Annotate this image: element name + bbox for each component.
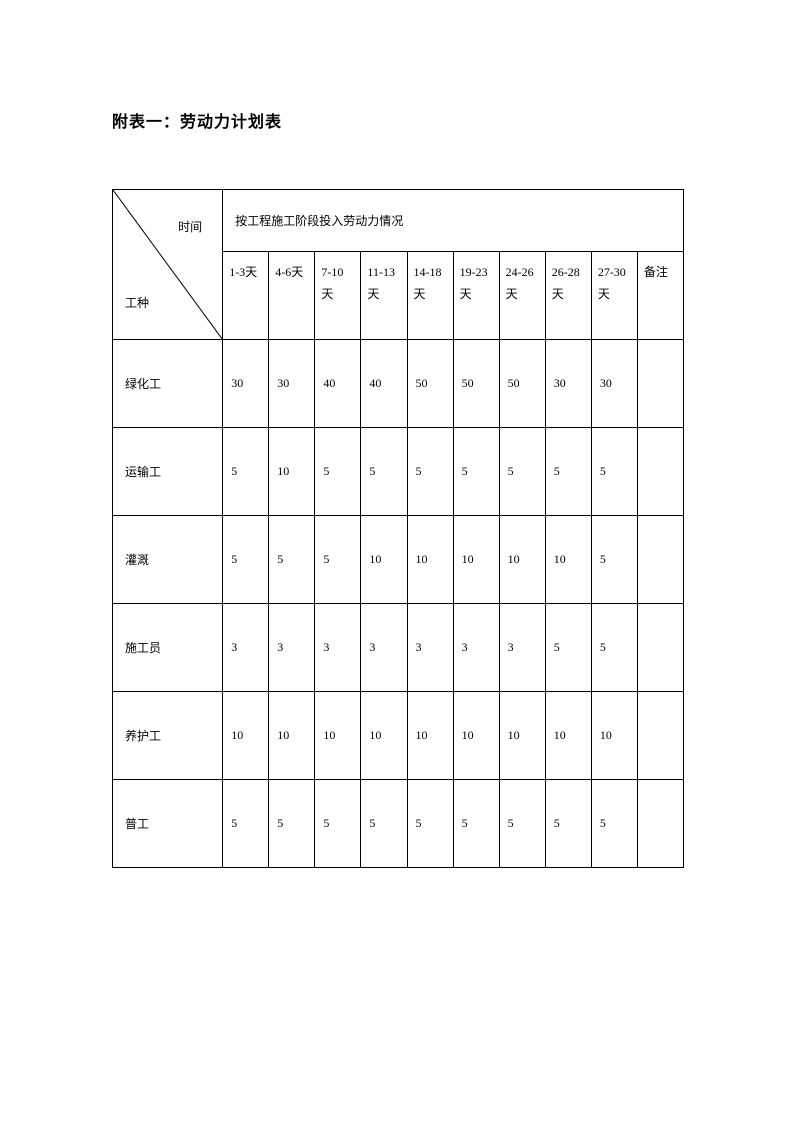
header-row-1: 时间 工种 按工程施工阶段投入劳动力情况 (113, 190, 684, 252)
diagonal-header-cell: 时间 工种 (113, 190, 223, 340)
data-cell (637, 604, 683, 692)
data-cell: 5 (499, 428, 545, 516)
data-cell: 10 (453, 516, 499, 604)
data-cell: 3 (407, 604, 453, 692)
data-cell: 5 (407, 428, 453, 516)
data-cell: 5 (499, 780, 545, 868)
data-cell: 30 (269, 340, 315, 428)
data-cell (637, 692, 683, 780)
data-cell: 10 (453, 692, 499, 780)
data-cell: 10 (407, 516, 453, 604)
data-cell: 3 (269, 604, 315, 692)
column-header: 11-13天 (361, 252, 407, 340)
data-cell: 10 (545, 692, 591, 780)
data-cell (637, 428, 683, 516)
data-cell: 10 (591, 692, 637, 780)
row-label: 养护工 (113, 692, 223, 780)
data-cell: 10 (499, 692, 545, 780)
data-cell: 5 (453, 428, 499, 516)
row-label: 普工 (113, 780, 223, 868)
data-cell: 3 (223, 604, 269, 692)
diagonal-top-label: 时间 (178, 218, 202, 235)
page-title: 附表一：劳动力计划表 (112, 108, 282, 132)
data-cell: 10 (269, 428, 315, 516)
labor-plan-table-container: 时间 工种 按工程施工阶段投入劳动力情况 1-3天4-6天7-10天11-13天… (112, 189, 684, 868)
row-label: 运输工 (113, 428, 223, 516)
data-cell: 5 (223, 516, 269, 604)
data-cell: 3 (361, 604, 407, 692)
data-cell: 5 (361, 780, 407, 868)
column-header: 备注 (637, 252, 683, 340)
data-cell: 5 (315, 428, 361, 516)
table-row: 运输工5105555555 (113, 428, 684, 516)
column-header: 7-10天 (315, 252, 361, 340)
row-label: 灌溉 (113, 516, 223, 604)
data-cell: 5 (453, 780, 499, 868)
table-row: 普工555555555 (113, 780, 684, 868)
row-label: 施工员 (113, 604, 223, 692)
data-cell: 40 (361, 340, 407, 428)
data-cell: 5 (361, 428, 407, 516)
diagonal-bottom-label: 工种 (125, 294, 149, 311)
data-cell: 5 (591, 516, 637, 604)
data-cell: 10 (499, 516, 545, 604)
data-cell (637, 516, 683, 604)
column-header: 4-6天 (269, 252, 315, 340)
data-cell: 10 (361, 516, 407, 604)
data-cell: 3 (453, 604, 499, 692)
data-cell: 10 (269, 692, 315, 780)
data-cell: 5 (545, 780, 591, 868)
column-header: 24-26天 (499, 252, 545, 340)
data-cell: 30 (591, 340, 637, 428)
header-merged-cell: 按工程施工阶段投入劳动力情况 (223, 190, 684, 252)
column-header: 27-30天 (591, 252, 637, 340)
data-cell: 5 (591, 428, 637, 516)
data-cell: 5 (315, 780, 361, 868)
data-cell: 3 (499, 604, 545, 692)
data-cell: 50 (407, 340, 453, 428)
column-header: 19-23天 (453, 252, 499, 340)
table-row: 绿化工303040405050503030 (113, 340, 684, 428)
column-header: 26-28天 (545, 252, 591, 340)
data-cell: 5 (269, 780, 315, 868)
data-cell: 3 (315, 604, 361, 692)
row-label: 绿化工 (113, 340, 223, 428)
data-cell: 50 (499, 340, 545, 428)
table-row: 施工员333333355 (113, 604, 684, 692)
data-cell: 30 (223, 340, 269, 428)
column-header: 1-3天 (223, 252, 269, 340)
data-cell: 5 (223, 428, 269, 516)
data-cell: 5 (591, 780, 637, 868)
data-cell: 40 (315, 340, 361, 428)
diagonal-line-svg (113, 190, 222, 339)
data-cell: 5 (591, 604, 637, 692)
table-row: 灌溉55510101010105 (113, 516, 684, 604)
data-cell (637, 780, 683, 868)
data-cell: 5 (315, 516, 361, 604)
data-cell: 10 (407, 692, 453, 780)
data-cell: 10 (223, 692, 269, 780)
table-row: 养护工101010101010101010 (113, 692, 684, 780)
data-cell: 5 (269, 516, 315, 604)
data-cell: 10 (545, 516, 591, 604)
data-cell: 10 (361, 692, 407, 780)
data-cell: 50 (453, 340, 499, 428)
column-header: 14-18天 (407, 252, 453, 340)
data-cell: 5 (223, 780, 269, 868)
data-cell: 30 (545, 340, 591, 428)
data-cell: 5 (545, 428, 591, 516)
labor-plan-table: 时间 工种 按工程施工阶段投入劳动力情况 1-3天4-6天7-10天11-13天… (112, 189, 684, 868)
data-cell: 5 (545, 604, 591, 692)
data-cell: 10 (315, 692, 361, 780)
data-cell (637, 340, 683, 428)
data-cell: 5 (407, 780, 453, 868)
